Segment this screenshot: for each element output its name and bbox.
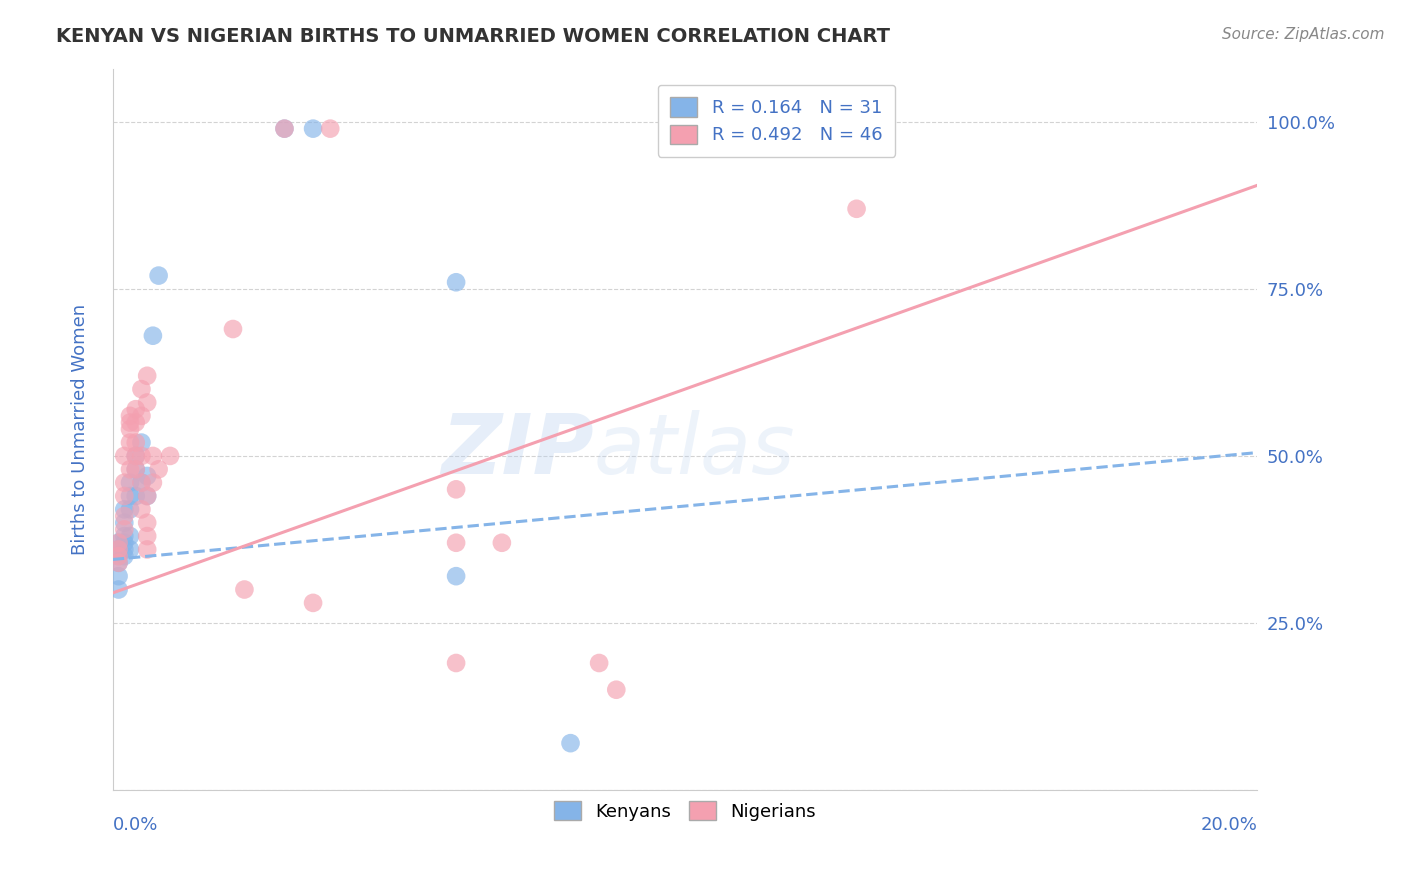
Text: 0.0%: 0.0% <box>112 815 159 834</box>
Point <box>142 449 165 463</box>
Text: 20.0%: 20.0% <box>1201 815 1257 834</box>
Point <box>107 556 129 570</box>
Point <box>302 121 325 136</box>
Point <box>107 549 129 563</box>
Point <box>136 489 159 503</box>
Point <box>125 462 148 476</box>
Point <box>142 475 165 490</box>
Point <box>233 582 256 597</box>
Text: KENYAN VS NIGERIAN BIRTHS TO UNMARRIED WOMEN CORRELATION CHART: KENYAN VS NIGERIAN BIRTHS TO UNMARRIED W… <box>56 27 890 45</box>
Point <box>142 328 165 343</box>
Point <box>131 435 153 450</box>
Point <box>112 502 135 516</box>
Point <box>112 509 135 524</box>
Point <box>136 516 159 530</box>
Point <box>136 489 159 503</box>
Legend: Kenyans, Nigerians: Kenyans, Nigerians <box>538 786 831 835</box>
Point <box>118 475 141 490</box>
Point <box>131 409 153 423</box>
Point <box>131 475 153 490</box>
Point <box>136 542 159 557</box>
Point <box>125 402 148 417</box>
Y-axis label: Births to Unmarried Women: Births to Unmarried Women <box>72 303 89 555</box>
Point <box>125 416 148 430</box>
Point <box>125 489 148 503</box>
Point <box>112 475 135 490</box>
Point <box>302 596 325 610</box>
Point <box>136 368 159 383</box>
Point <box>112 516 135 530</box>
Point <box>107 582 129 597</box>
Point <box>319 121 342 136</box>
Point <box>444 656 467 670</box>
Point <box>118 542 141 557</box>
Point <box>136 395 159 409</box>
Point <box>118 462 141 476</box>
Point <box>148 462 170 476</box>
Point <box>107 535 129 549</box>
Point <box>125 462 148 476</box>
Point <box>118 529 141 543</box>
Point <box>125 449 148 463</box>
Point <box>148 268 170 283</box>
Point <box>107 542 129 557</box>
Point <box>125 435 148 450</box>
Point <box>118 502 141 516</box>
Point <box>136 529 159 543</box>
Point <box>112 529 135 543</box>
Point <box>444 535 467 549</box>
Point <box>491 535 513 549</box>
Point <box>131 449 153 463</box>
Point <box>444 569 467 583</box>
Point <box>107 549 129 563</box>
Point <box>131 475 153 490</box>
Point <box>118 422 141 436</box>
Point <box>107 556 129 570</box>
Point <box>118 489 141 503</box>
Point <box>112 542 135 557</box>
Point <box>845 202 868 216</box>
Point <box>107 535 129 549</box>
Point <box>136 469 159 483</box>
Point <box>107 569 129 583</box>
Point <box>118 435 141 450</box>
Point <box>222 322 245 336</box>
Point <box>131 502 153 516</box>
Text: atlas: atlas <box>593 410 794 491</box>
Text: ZIP: ZIP <box>441 410 593 491</box>
Text: Source: ZipAtlas.com: Source: ZipAtlas.com <box>1222 27 1385 42</box>
Point <box>112 523 135 537</box>
Point <box>273 121 295 136</box>
Point <box>118 416 141 430</box>
Point <box>588 656 610 670</box>
Point <box>444 483 467 497</box>
Point <box>444 275 467 289</box>
Point <box>112 535 135 549</box>
Point <box>118 409 141 423</box>
Point <box>605 682 627 697</box>
Point <box>107 542 129 557</box>
Point <box>560 736 582 750</box>
Point <box>112 489 135 503</box>
Point <box>159 449 181 463</box>
Point <box>112 449 135 463</box>
Point <box>131 382 153 396</box>
Point <box>125 449 148 463</box>
Point <box>273 121 295 136</box>
Point <box>112 549 135 563</box>
